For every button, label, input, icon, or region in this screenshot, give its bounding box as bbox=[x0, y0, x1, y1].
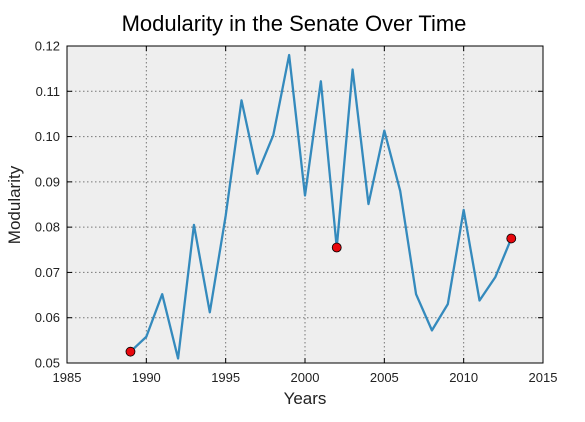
y-tick-label: 0.05 bbox=[35, 356, 60, 371]
y-tick-label: 0.08 bbox=[35, 220, 60, 235]
x-axis-label: Years bbox=[284, 389, 327, 408]
plot-area: 1985 1990 1995 2000 2005 2010 2015 0.05 0.06 0.07… bbox=[35, 39, 558, 386]
x-tick-label: 2005 bbox=[370, 370, 399, 385]
plot-frame bbox=[66, 45, 544, 364]
y-tick-label: 0.06 bbox=[35, 310, 60, 325]
y-axis-label: Modularity bbox=[5, 165, 24, 244]
x-tick-label: 2000 bbox=[291, 370, 320, 385]
data-point-marker bbox=[506, 233, 517, 244]
series-line bbox=[129, 53, 513, 360]
title-background bbox=[122, 8, 500, 41]
data-point-marker bbox=[125, 346, 136, 357]
x-tick-label: 2015 bbox=[529, 370, 558, 385]
data-point-marker bbox=[331, 242, 342, 253]
y-tick-label: 0.09 bbox=[35, 174, 60, 189]
chart-title: Modularity in the Senate Over Time bbox=[122, 11, 467, 36]
x-tick-label: 1990 bbox=[132, 370, 161, 385]
x-tick-label: 2010 bbox=[449, 370, 478, 385]
y-tick-label: 0.11 bbox=[36, 84, 60, 99]
y-tick-label: 0.07 bbox=[35, 265, 60, 280]
x-tick-label: 1995 bbox=[211, 370, 240, 385]
y-tick-label: 0.12 bbox=[35, 39, 60, 54]
x-tick-label: 1985 bbox=[53, 370, 82, 385]
y-tick-label: 0.10 bbox=[35, 129, 60, 144]
